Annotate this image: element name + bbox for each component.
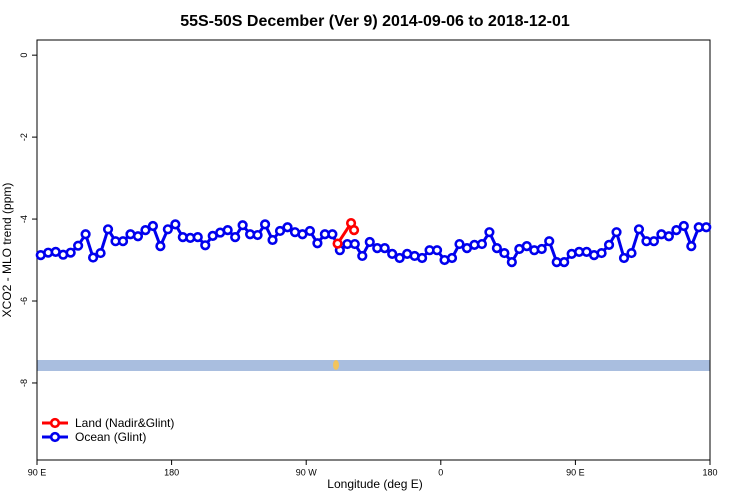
data-point — [237, 220, 248, 231]
data-point — [417, 252, 428, 264]
x-tick-label: 90 E — [566, 467, 585, 477]
data-point — [611, 227, 622, 238]
y-tick-label: 0 — [19, 53, 29, 58]
data-point — [162, 224, 173, 235]
legend-marker — [49, 431, 61, 443]
data-point — [521, 241, 532, 252]
data-point — [633, 224, 645, 235]
data-point — [476, 238, 488, 250]
data-point — [618, 252, 630, 264]
y-tick-label: -6 — [19, 297, 29, 305]
data-point — [259, 219, 271, 230]
surface-band — [37, 360, 710, 371]
data-point — [626, 247, 637, 259]
plot-frame — [36, 39, 711, 461]
data-point — [686, 241, 697, 252]
x-tick-label: 180 — [164, 467, 179, 477]
legend-marker — [49, 417, 61, 429]
data-point — [155, 241, 166, 252]
data-point — [559, 256, 570, 268]
data-point — [671, 225, 682, 236]
legend-label: Ocean (Glint) — [75, 430, 146, 444]
data-point — [678, 220, 689, 232]
data-point — [663, 231, 674, 242]
data-point — [147, 220, 159, 232]
data-point — [282, 222, 293, 233]
y-tick-label: -4 — [19, 215, 29, 223]
y-axis-label: XCO2 - MLO trend (ppm) — [0, 183, 14, 318]
data-point — [648, 236, 660, 247]
x-tick-label: 90 W — [296, 467, 318, 477]
y-tick-label: -2 — [19, 133, 29, 141]
data-point — [349, 238, 360, 250]
data-point — [267, 234, 278, 246]
data-point — [327, 229, 338, 240]
data-point — [544, 236, 555, 247]
data-point — [701, 222, 712, 233]
data-point — [506, 256, 517, 268]
data-point — [252, 229, 263, 241]
x-tick-label: 90 E — [28, 467, 47, 477]
y-tick-label: -8 — [19, 379, 29, 387]
x-tick-label: 180 — [702, 467, 717, 477]
data-point — [431, 245, 443, 256]
data-point — [312, 238, 323, 249]
data-point — [491, 243, 502, 254]
data-point — [140, 225, 151, 236]
x-tick-label: 0 — [438, 467, 443, 477]
data-point — [80, 229, 91, 240]
data-point — [95, 247, 106, 259]
data-point — [87, 252, 99, 263]
data-point — [117, 236, 129, 247]
data-point — [332, 238, 343, 249]
data-point — [596, 247, 607, 259]
data-point — [170, 219, 181, 230]
data-point — [603, 239, 615, 250]
data-point — [348, 225, 360, 236]
x-axis-label: Longitude (deg E) — [327, 477, 422, 491]
data-point — [200, 240, 211, 251]
data-point — [536, 243, 547, 255]
data-point — [222, 225, 233, 236]
data-point — [484, 227, 495, 238]
land-spot — [333, 360, 339, 370]
data-point — [132, 231, 144, 242]
data-point — [192, 231, 203, 243]
data-point — [304, 225, 316, 237]
data-point — [499, 247, 510, 259]
data-point — [357, 250, 368, 262]
data-point — [73, 240, 84, 251]
data-point — [65, 247, 76, 258]
data-point — [230, 231, 241, 243]
data-point — [364, 236, 375, 248]
data-point — [454, 238, 465, 250]
legend-label: Land (Nadir&Glint) — [75, 416, 174, 430]
data-point — [446, 252, 458, 264]
data-point — [379, 243, 390, 254]
data-point — [387, 248, 398, 259]
chart-title: 55S-50S December (Ver 9) 2014-09-06 to 2… — [180, 13, 570, 30]
data-point — [394, 252, 405, 264]
data-point — [274, 225, 286, 237]
data-point — [102, 224, 114, 235]
